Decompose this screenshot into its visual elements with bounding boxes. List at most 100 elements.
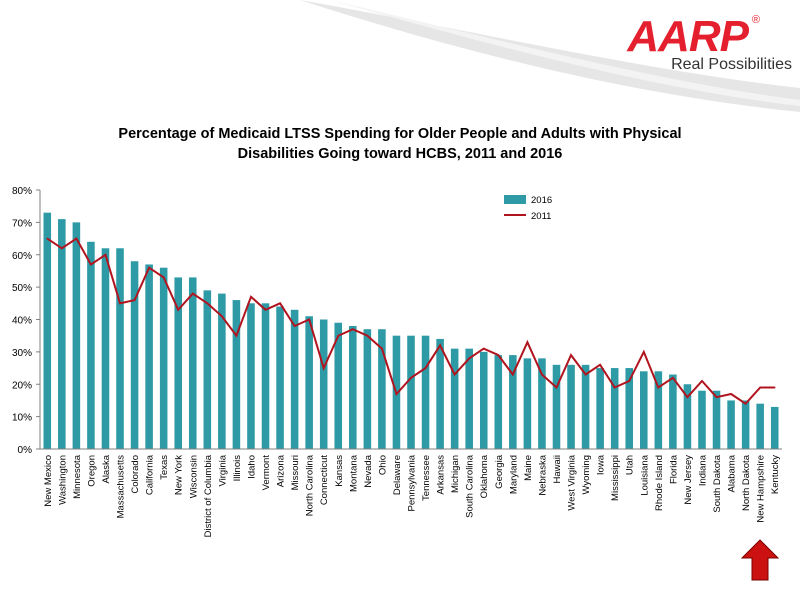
bar-2016 [159, 267, 168, 449]
x-tick-label: Kansas [334, 455, 345, 487]
y-tick-label: 60% [12, 251, 32, 262]
x-tick-label: North Carolina [305, 454, 316, 516]
y-tick-label: 50% [12, 283, 32, 294]
x-tick-label: South Carolina [465, 454, 476, 518]
bar-2016 [378, 329, 386, 449]
x-tick-label: Nebraska [537, 454, 548, 495]
x-tick-label: Arkansas [436, 455, 447, 495]
bar-2016 [596, 368, 604, 449]
bar-2016 [87, 241, 95, 449]
bar-2016 [116, 248, 124, 449]
x-tick-label: Florida [668, 454, 679, 484]
y-tick-label: 80% [12, 186, 32, 197]
x-tick-label: Indiana [697, 454, 708, 486]
bar-2016 [770, 406, 779, 449]
y-tick-label: 40% [12, 316, 32, 327]
bar-2016 [625, 368, 634, 449]
x-tick-label: Maryland [508, 455, 519, 494]
x-tick-label: Texas [159, 455, 170, 480]
registered-mark: ® [751, 14, 760, 26]
series-2011-line [46, 237, 775, 406]
legend-swatch-2016 [504, 195, 526, 204]
x-tick-label: Georgia [494, 454, 505, 489]
aarp-tagline: Real Possibilities [671, 56, 792, 73]
x-tick-label: Massachusetts [116, 455, 127, 519]
x-tick-label: North Dakota [741, 454, 752, 511]
x-tick-label: Iowa [596, 454, 607, 475]
x-tick-label: Michigan [450, 455, 461, 493]
bar-2016 [712, 390, 721, 449]
bar-2016 [276, 306, 284, 449]
y-tick-label: 0% [18, 445, 33, 456]
x-tick-label: Hawaii [552, 455, 563, 484]
x-tick-label: New York [174, 455, 185, 495]
bar-2016 [581, 364, 590, 449]
bar-2016 [552, 364, 561, 449]
bar-2016 [363, 329, 372, 449]
bar-2016 [334, 322, 343, 449]
bar-2016 [698, 390, 706, 449]
y-tick-label: 20% [12, 380, 32, 391]
x-tick-label: Virginia [217, 454, 228, 486]
x-tick-label: Vermont [261, 455, 272, 491]
bar-2016 [567, 364, 575, 449]
x-tick-label: Nevada [363, 454, 374, 487]
bar-2016 [174, 277, 182, 449]
x-tick-label: Utah [625, 455, 636, 475]
bar-2016 [43, 212, 52, 449]
bar-2016 [261, 303, 270, 449]
x-tick-label: Oklahoma [479, 454, 490, 498]
bar-2016 [305, 316, 313, 449]
x-tick-label: Montana [348, 454, 359, 492]
bar-2016 [683, 384, 692, 449]
bar-2016 [218, 293, 226, 449]
legend-label-2011: 2011 [531, 211, 551, 222]
bar-2016 [640, 371, 648, 449]
bar-2016 [130, 261, 139, 449]
x-tick-label: District of Columbia [203, 454, 214, 537]
x-tick-label: Louisiana [639, 454, 650, 495]
x-tick-label: Kentucky [770, 455, 781, 494]
y-tick-label: 30% [12, 348, 32, 359]
aarp-logo: AARP [627, 12, 749, 61]
bar-2016 [509, 355, 517, 449]
x-tick-label: Wyoming [581, 455, 592, 495]
bar-2016 [450, 348, 459, 449]
x-tick-label: New Jersey [683, 455, 694, 505]
x-tick-label: Illinois [232, 455, 243, 482]
bar-2016 [247, 303, 255, 449]
x-tick-label: Alabama [727, 454, 738, 492]
y-tick-label: 10% [12, 413, 32, 424]
bar-2016 [319, 319, 328, 449]
x-tick-label: Colorado [130, 455, 141, 494]
x-tick-label: Delaware [392, 455, 403, 495]
y-tick-label: 70% [12, 218, 32, 229]
x-tick-label: Connecticut [319, 455, 330, 506]
x-tick-label: Arizona [276, 454, 287, 487]
bar-2016 [436, 338, 444, 449]
bar-2016 [203, 290, 212, 449]
chart-title-line-1: Percentage of Medicaid LTSS Spending for… [118, 126, 682, 142]
bar-2016 [741, 400, 750, 449]
bar-2016 [145, 264, 153, 449]
bar-2016 [101, 248, 110, 449]
x-tick-label: Alaska [101, 454, 112, 483]
x-tick-label: Tennessee [421, 455, 432, 501]
bar-2016 [232, 300, 241, 449]
x-tick-label: New Hampshire [756, 455, 767, 523]
bar-2016 [669, 374, 677, 449]
bar-2016 [465, 348, 473, 449]
x-tick-label: Oregon [86, 455, 97, 487]
up-arrow-icon [740, 539, 780, 581]
legend-label-2016: 2016 [531, 195, 552, 206]
x-tick-label: Maine [523, 455, 534, 481]
bar-2016 [349, 325, 357, 449]
bar-2016 [494, 355, 503, 449]
header-swoosh [300, 0, 800, 112]
bar-2016 [290, 309, 299, 449]
x-tick-label: Missouri [290, 455, 301, 490]
x-tick-label: West Virginia [567, 454, 578, 510]
bar-2016 [654, 371, 663, 449]
